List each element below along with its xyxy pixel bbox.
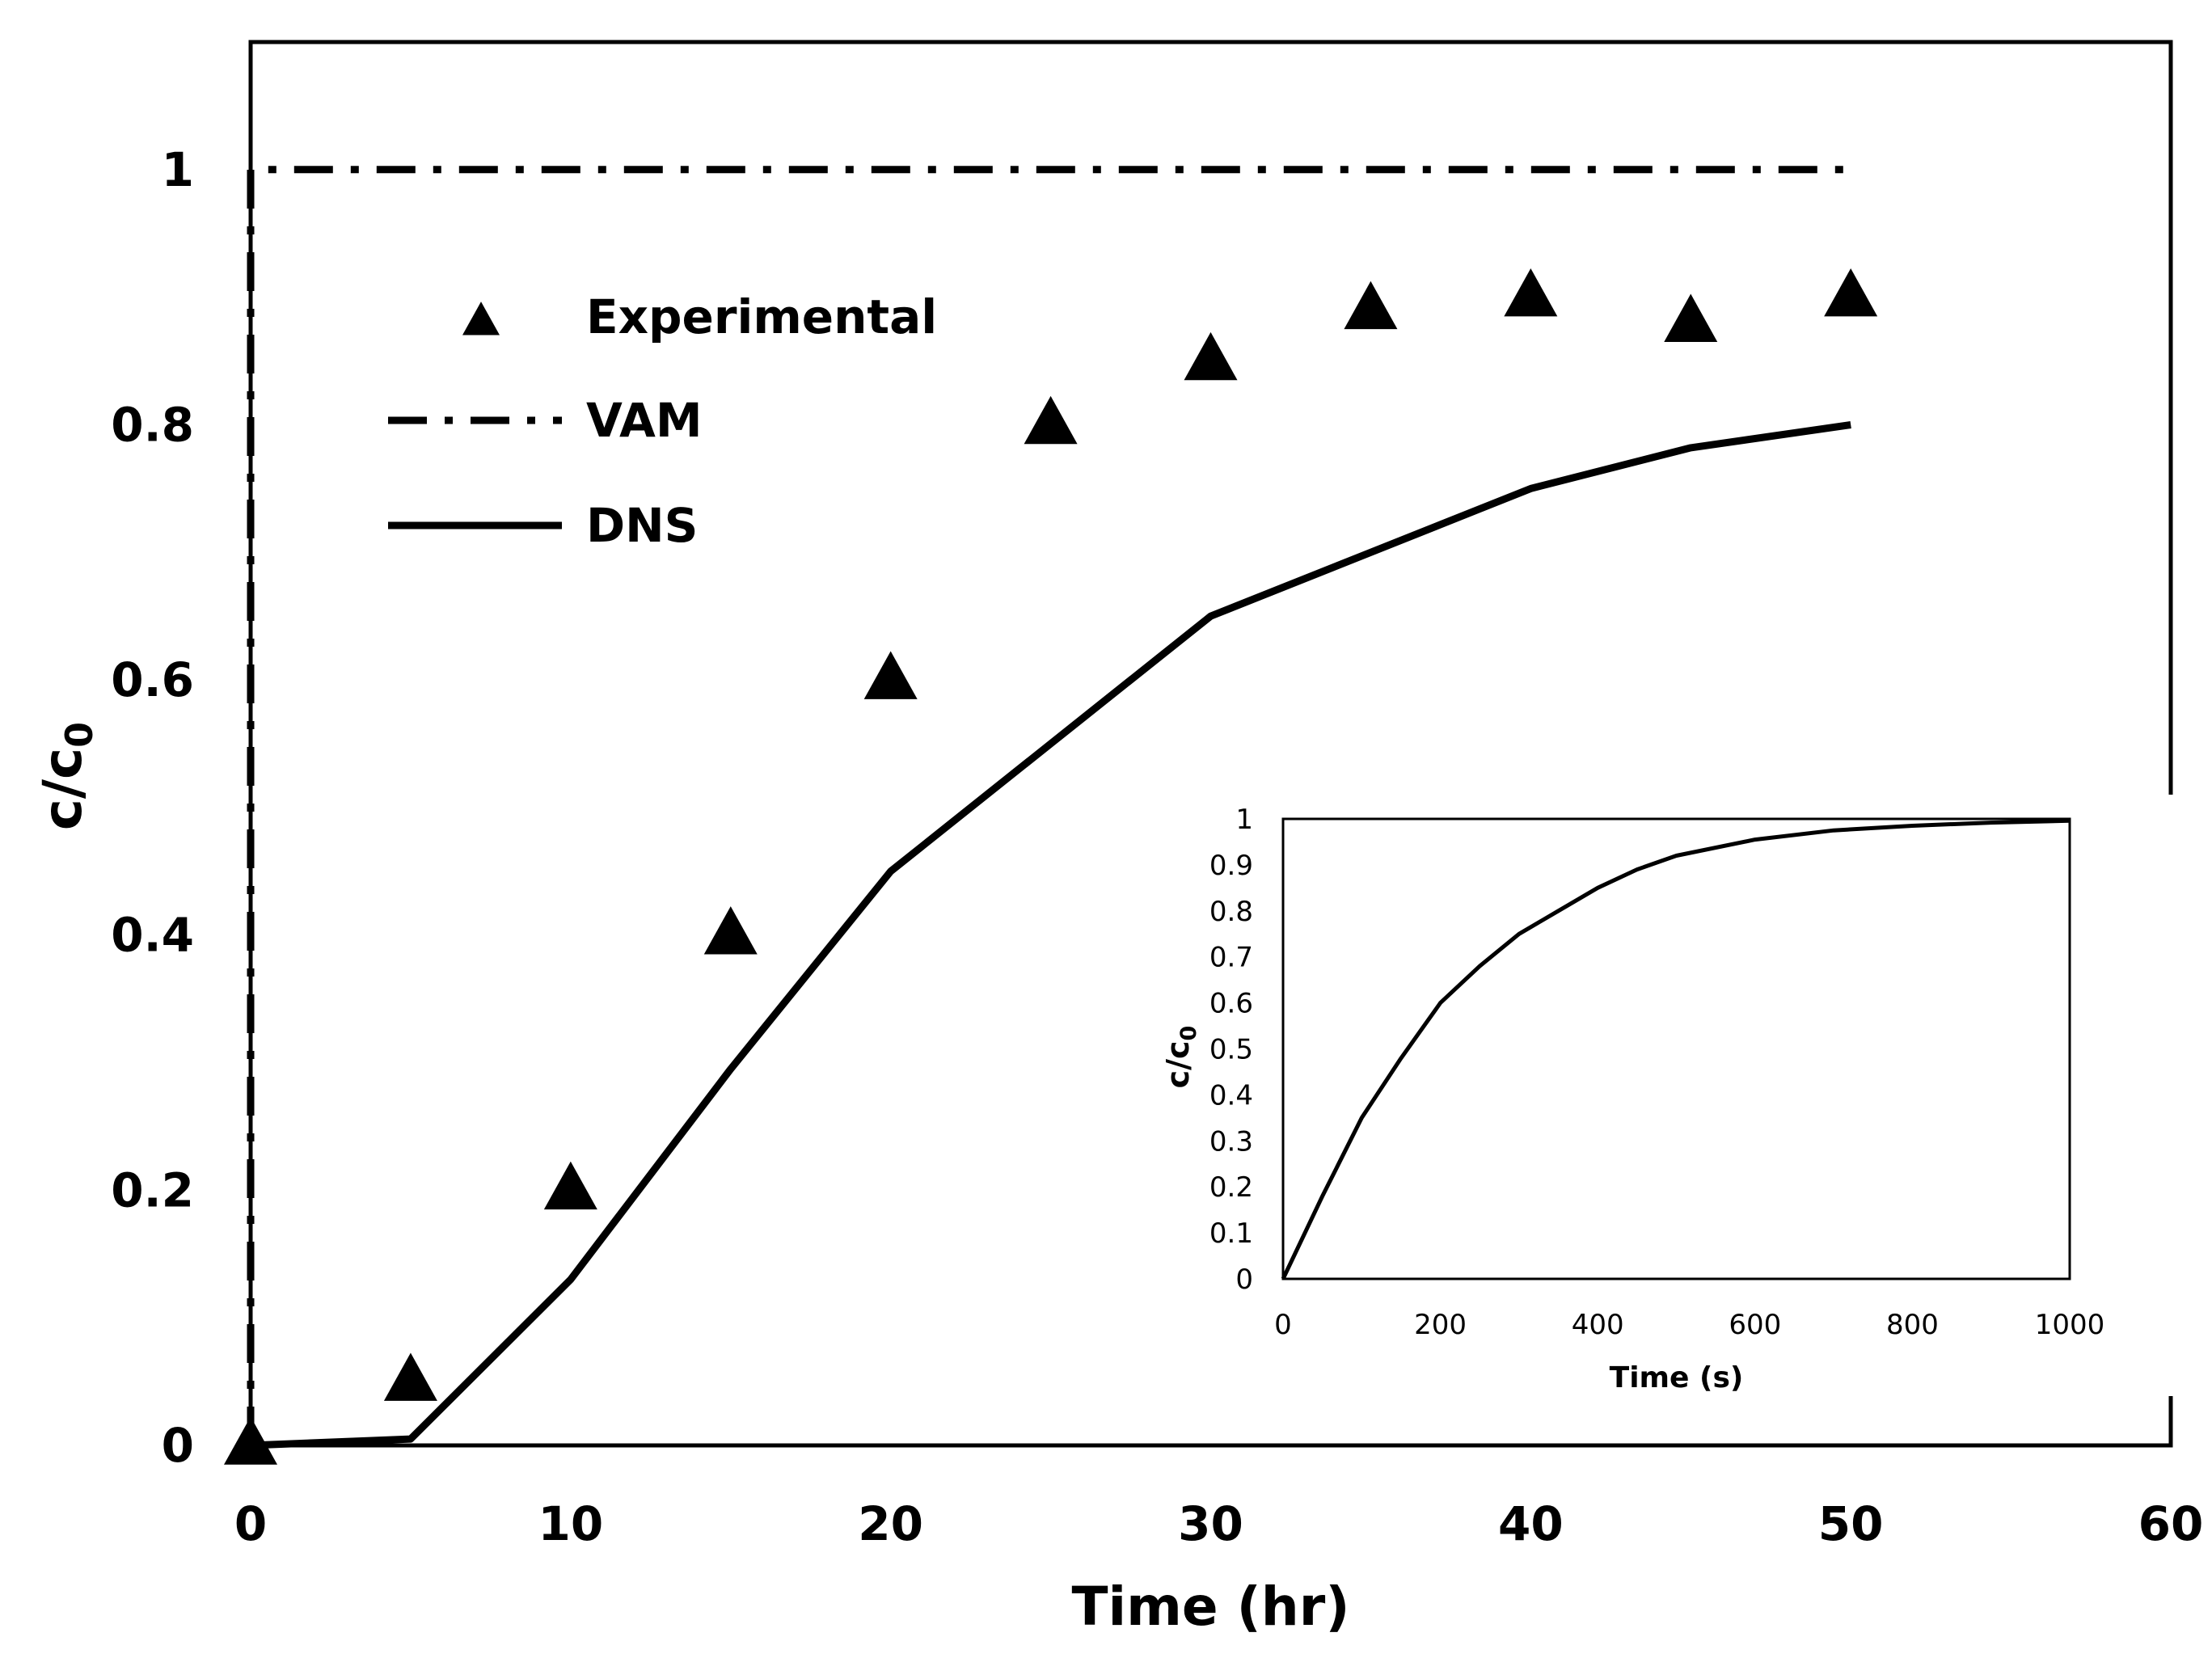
legend-label-experimental: Experimental	[586, 289, 937, 344]
inset-y-tick-label: 0.3	[1209, 1125, 1253, 1158]
inset-y-tick-label: 0.2	[1209, 1171, 1253, 1204]
inset-background	[1267, 795, 2175, 1396]
inset-y-tick-label: 0.1	[1209, 1217, 1253, 1250]
inset-y-tick-label: 0.9	[1209, 850, 1253, 882]
x-tick-label: 40	[1498, 1496, 1564, 1551]
y-tick-label: 0.2	[111, 1162, 194, 1217]
inset-y-tick-label: 0.6	[1209, 988, 1253, 1020]
inset-chart: 0 200 400 600 800 1000 0 0.1 0.2 0.3 0.4 0.5 0.6 0.7 0…	[1160, 795, 2175, 1396]
plot-frame	[248, 40, 2173, 1448]
experimental-point	[224, 1416, 277, 1465]
experimental-point	[703, 906, 758, 955]
inset-x-tick-label: 400	[1572, 1309, 1624, 1341]
y-tick-label: 0.8	[111, 397, 194, 452]
inset-plot-frame	[1281, 817, 2071, 1280]
y-tick-label: 0.4	[111, 908, 194, 963]
inset-y-axis-label-subscript: 0	[1176, 1026, 1201, 1041]
y-tick-label: 0	[162, 1418, 194, 1473]
x-tick-label: 20	[858, 1496, 923, 1551]
inset-x-tick-label: 600	[1729, 1309, 1781, 1341]
y-axis-label-subscript: 0	[57, 722, 101, 748]
x-axis-label: Time (hr)	[1071, 1576, 1349, 1638]
experimental-point	[1344, 281, 1398, 330]
experimental-point	[383, 1352, 437, 1401]
inset-x-axis-label: Time (s)	[1610, 1361, 1744, 1394]
x-tick-label: 0	[234, 1496, 267, 1551]
experimental-point	[1824, 268, 1878, 317]
inset-y-tick-label: 1	[1235, 804, 1253, 836]
inset-y-axis-label: c/c0	[1160, 1026, 1201, 1089]
inset-y-tick-label: 0.4	[1209, 1079, 1253, 1112]
inset-y-tick-label: 0	[1235, 1264, 1253, 1296]
x-tick-label: 50	[1818, 1496, 1884, 1551]
inset-x-tick-label: 800	[1886, 1309, 1939, 1341]
legend-label-dns: DNS	[586, 498, 698, 553]
legend-label-vam: VAM	[586, 393, 703, 448]
experimental-point	[1024, 395, 1078, 445]
inset-y-tick-label: 0.5	[1209, 1034, 1253, 1066]
inset-y-tick-label: 0.8	[1209, 896, 1253, 928]
legend-marker-experimental	[462, 302, 500, 335]
vam-series-line	[247, 166, 1851, 1445]
x-tick-label: 60	[2138, 1496, 2204, 1551]
dns-series-line	[250, 421, 1851, 1449]
y-tick-label: 0.6	[111, 652, 194, 707]
y-tick-label: 1	[162, 142, 194, 197]
experimental-point	[1504, 268, 1558, 317]
y-axis-label: c/c0	[32, 722, 101, 830]
experimental-point	[1664, 293, 1718, 342]
inset-x-tick-label: 1000	[2035, 1309, 2105, 1341]
inset-x-tick-label: 0	[1274, 1309, 1292, 1341]
x-tick-label: 10	[538, 1496, 603, 1551]
inset-x-tick-label: 200	[1414, 1309, 1467, 1341]
inset-y-tick-label: 0.7	[1209, 942, 1253, 974]
experimental-point	[543, 1161, 597, 1210]
experimental-point	[1184, 331, 1238, 381]
experimental-point	[863, 651, 918, 699]
x-tick-label: 30	[1178, 1496, 1243, 1551]
inset-series-line	[1281, 818, 2071, 1280]
